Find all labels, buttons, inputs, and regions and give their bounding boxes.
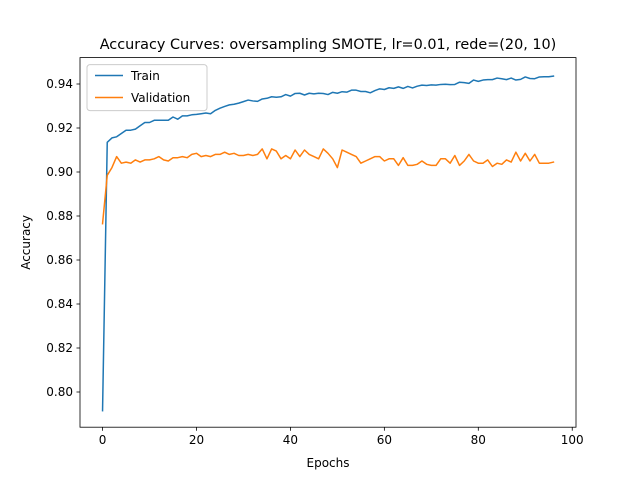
y-tick-label: 0.94 xyxy=(46,77,73,91)
x-tick-label: 80 xyxy=(471,433,486,447)
y-tick-label: 0.80 xyxy=(46,385,73,399)
x-axis: 0 20 40 60 80 100 xyxy=(99,427,584,447)
x-axis-label: Epochs xyxy=(307,456,350,470)
x-tick-label: 40 xyxy=(283,433,298,447)
plot-lines xyxy=(101,75,555,412)
legend: Train Validation xyxy=(86,64,208,112)
y-tick-label: 0.88 xyxy=(46,209,73,223)
y-tick-label: 0.84 xyxy=(46,297,73,311)
series-line-train xyxy=(101,75,555,412)
axes-frame xyxy=(79,57,577,428)
y-tick-label: 0.86 xyxy=(46,253,73,267)
legend-train-label: Train xyxy=(130,69,160,83)
x-tick-label: 20 xyxy=(189,433,204,447)
legend-validation-label: Validation xyxy=(131,91,190,105)
y-tick-label: 0.82 xyxy=(46,341,73,355)
series-line-validation xyxy=(101,148,555,225)
chart-title: Accuracy Curves: oversampling SMOTE, lr=… xyxy=(100,37,557,53)
y-axis: 0.80 0.82 0.84 0.86 0.88 0.90 0.92 0.94 xyxy=(46,77,80,399)
y-axis-label: Accuracy xyxy=(19,215,33,270)
y-tick-label: 0.92 xyxy=(46,121,73,135)
x-tick-label: 100 xyxy=(561,433,584,447)
x-tick-label: 60 xyxy=(377,433,392,447)
y-tick-label: 0.90 xyxy=(46,165,73,179)
x-tick-label: 0 xyxy=(99,433,107,447)
